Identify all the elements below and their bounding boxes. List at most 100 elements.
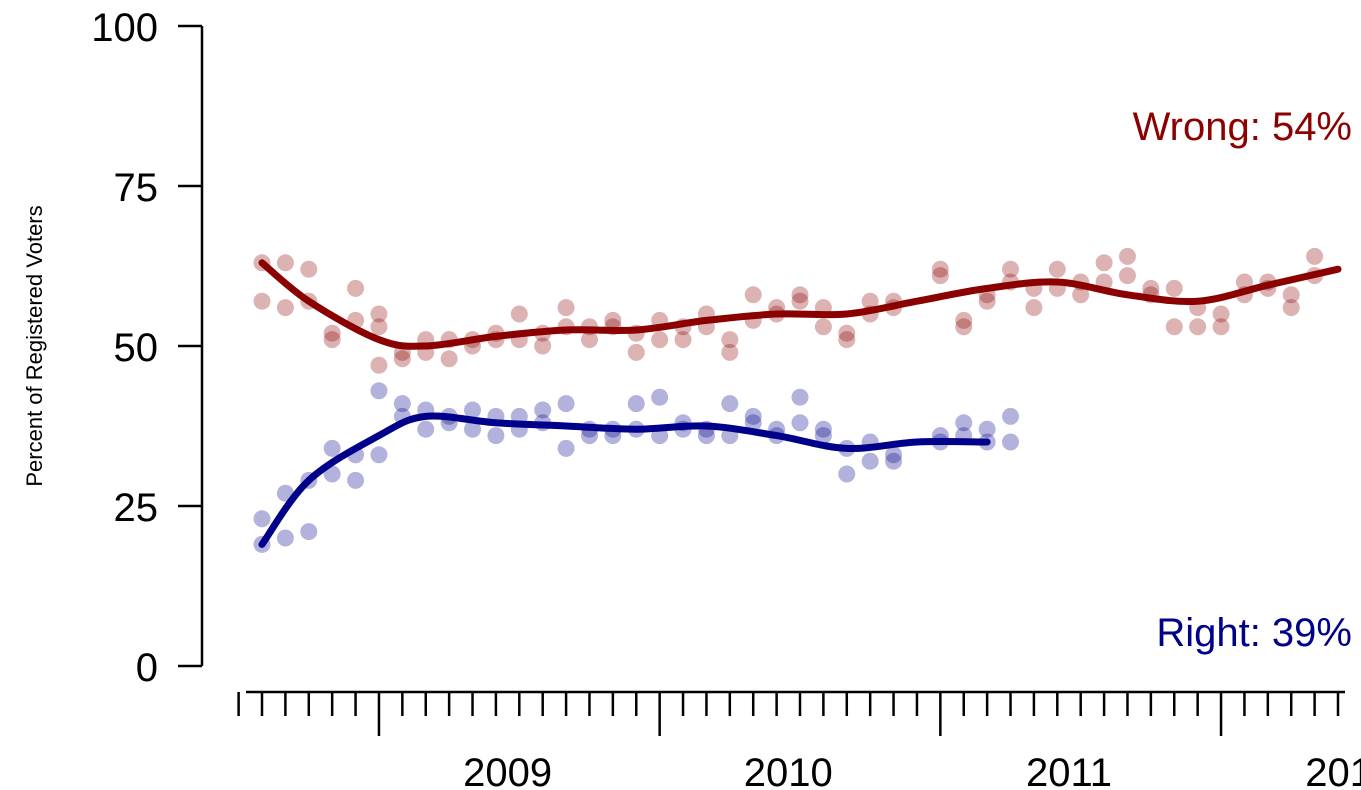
data-point-right — [814, 427, 832, 445]
y-tick-label: 0 — [136, 646, 158, 690]
data-point-wrong — [931, 267, 949, 285]
series-label-right: Right: 39% — [1156, 611, 1352, 655]
data-point-right — [323, 465, 341, 483]
data-point-wrong — [1165, 318, 1183, 336]
data-point-wrong — [791, 286, 809, 304]
data-point-wrong — [861, 292, 879, 310]
data-point-wrong — [253, 292, 271, 310]
data-point-wrong — [393, 350, 411, 368]
data-point-right — [697, 427, 715, 445]
data-point-wrong — [604, 311, 622, 329]
data-point-wrong — [440, 350, 458, 368]
data-point-wrong — [276, 254, 294, 272]
data-point-right — [557, 395, 575, 413]
series-label-wrong: Wrong: 54% — [1133, 105, 1352, 149]
data-point-wrong — [744, 286, 762, 304]
data-point-right — [557, 439, 575, 457]
trend-line-right — [258, 412, 991, 548]
data-point-right — [744, 407, 762, 425]
data-point-wrong — [1048, 260, 1066, 278]
data-point-wrong — [791, 292, 809, 310]
y-axis: 0 25 50 75 100 Percent of Registered Voters — [22, 6, 204, 690]
data-point-right — [955, 414, 973, 432]
data-point-wrong — [370, 305, 388, 323]
data-point-right — [744, 414, 762, 432]
data-point-wrong — [838, 331, 856, 349]
data-point-wrong — [1165, 279, 1183, 297]
data-point-wrong — [323, 324, 341, 342]
data-point-right — [978, 420, 996, 438]
data-point-right — [300, 523, 318, 541]
data-point-right — [580, 427, 598, 445]
data-point-wrong — [370, 356, 388, 374]
x-tick-group — [237, 692, 1340, 736]
data-point-wrong — [1002, 260, 1020, 278]
data-point-right — [721, 395, 739, 413]
x-tick-label: 2010 — [744, 751, 833, 790]
y-axis-label: Percent of Registered Voters — [22, 205, 47, 486]
data-point-wrong — [931, 260, 949, 278]
data-point-wrong — [1118, 267, 1136, 285]
data-point-wrong — [627, 343, 645, 361]
data-point-wrong — [510, 305, 528, 323]
data-point-right — [347, 471, 365, 489]
data-point-right — [323, 439, 341, 457]
y-tick-label: 25 — [114, 486, 159, 530]
data-point-wrong — [534, 337, 552, 355]
data-point-right — [534, 401, 552, 419]
data-point-right — [791, 388, 809, 406]
x-tick-label: 2011 — [1026, 751, 1112, 790]
trend-line-wrong — [258, 259, 1342, 350]
data-point-wrong — [370, 318, 388, 336]
data-point-right — [487, 427, 505, 445]
data-point-right — [791, 414, 809, 432]
series-wrong — [253, 247, 1342, 374]
x-tick-label: 2012 — [1305, 751, 1361, 790]
data-point-wrong — [955, 318, 973, 336]
y-tick-label: 75 — [114, 166, 159, 210]
data-point-wrong — [978, 292, 996, 310]
data-point-right — [627, 395, 645, 413]
data-point-wrong — [838, 324, 856, 342]
data-point-right — [464, 401, 482, 419]
data-point-wrong — [300, 260, 318, 278]
data-point-right — [885, 452, 903, 470]
data-point-wrong — [1072, 286, 1090, 304]
y-tick-label: 50 — [114, 326, 159, 370]
x-tick-label: 2009 — [463, 751, 552, 790]
data-point-wrong — [814, 318, 832, 336]
data-point-wrong — [1235, 273, 1253, 291]
data-point-right — [861, 452, 879, 470]
data-point-wrong — [721, 331, 739, 349]
data-point-wrong — [557, 299, 575, 317]
data-point-wrong — [955, 311, 973, 329]
data-point-right — [253, 510, 271, 528]
data-point-wrong — [580, 331, 598, 349]
data-point-wrong — [1025, 299, 1043, 317]
data-point-right — [276, 529, 294, 547]
data-point-wrong — [1212, 305, 1230, 323]
data-point-wrong — [674, 331, 692, 349]
x-axis: 2009 2010 2011 2012 — [237, 690, 1361, 790]
data-point-right — [370, 446, 388, 464]
data-point-wrong — [1142, 279, 1160, 297]
data-point-right — [885, 446, 903, 464]
data-point-right — [1002, 407, 1020, 425]
y-tick-group: 0 25 50 75 100 — [91, 6, 202, 690]
data-point-wrong — [1306, 247, 1324, 265]
data-point-right — [417, 420, 435, 438]
data-point-wrong — [651, 331, 669, 349]
data-point-wrong — [1212, 318, 1230, 336]
data-point-right — [651, 388, 669, 406]
data-point-right — [370, 382, 388, 400]
data-point-wrong — [276, 299, 294, 317]
data-point-right — [838, 465, 856, 483]
data-point-wrong — [721, 343, 739, 361]
y-tick-label: 100 — [91, 6, 158, 50]
data-point-wrong — [1282, 286, 1300, 304]
data-point-right — [1002, 433, 1020, 451]
data-point-wrong — [1282, 299, 1300, 317]
data-point-wrong — [347, 279, 365, 297]
data-point-wrong — [323, 331, 341, 349]
